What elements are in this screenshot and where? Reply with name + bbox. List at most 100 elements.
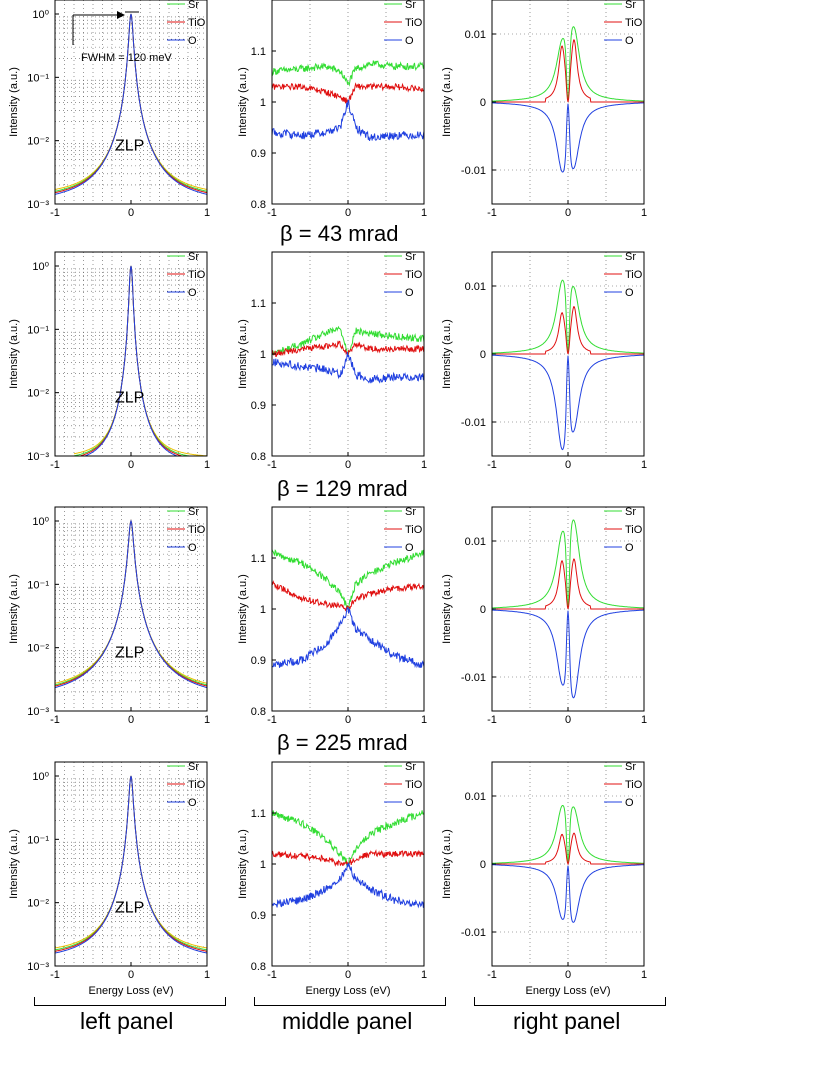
legend-label-o: O xyxy=(625,542,634,554)
legend-label-sr: Sr xyxy=(625,251,636,263)
legend-label-tio: TiO xyxy=(625,779,643,791)
panel-right-row-0: -1 0 1 -0.01 0 0.01 Intensity (a.u.) Sr TiO O xyxy=(441,0,647,219)
ticks xyxy=(54,265,208,457)
legend-label-tio: TiO xyxy=(188,17,206,29)
zlp-label: ZLP xyxy=(115,644,144,661)
x-tick-label: -1 xyxy=(487,969,497,981)
series-tio-line xyxy=(492,39,644,103)
legend-label-o: O xyxy=(188,797,197,809)
series-group xyxy=(55,13,207,195)
x-tick-label: -1 xyxy=(267,969,277,981)
legend-label-tio: TiO xyxy=(188,524,206,536)
legend-label-o: O xyxy=(405,35,414,47)
gridlines xyxy=(55,762,207,966)
legend-label-tio: TiO xyxy=(405,269,423,281)
y-tick-label: 10⁻³ xyxy=(27,199,49,211)
y-tick-label: -0.01 xyxy=(461,165,486,177)
legend-label-sr: Sr xyxy=(188,761,199,773)
x-tick-label: -1 xyxy=(267,207,277,219)
axes-frame xyxy=(54,506,208,712)
x-tick-label: 1 xyxy=(641,207,647,219)
series-tio-line xyxy=(492,306,644,355)
y-tick-label: -0.01 xyxy=(461,927,486,939)
zlp-label: ZLP xyxy=(115,389,144,406)
series-o-line xyxy=(272,862,424,909)
x-tick-label: 0 xyxy=(128,459,134,471)
panel-left-row-3: ZLP -1 0 1 10⁻³ 10⁻² 10⁻¹ 10⁰ Intensity (a.u.) En… xyxy=(8,761,210,997)
series-o-line xyxy=(492,354,644,451)
y-tick-label: 0.9 xyxy=(251,400,266,412)
zlp-label: ZLP xyxy=(115,137,144,154)
y-tick-label: 0.8 xyxy=(251,706,266,718)
fwhm-arrow-head xyxy=(117,11,125,19)
y-tick-label: 0 xyxy=(480,97,486,109)
y-tick-label: 1 xyxy=(260,97,266,109)
x-tick-label: 0 xyxy=(345,714,351,726)
series-group xyxy=(55,519,207,689)
legend-label-sr: Sr xyxy=(625,0,636,11)
x-axis-label: Energy Loss (eV) xyxy=(306,985,391,997)
legend-label-o: O xyxy=(188,35,197,47)
y-tick-label: 0.01 xyxy=(465,536,486,548)
y-tick-label: 0.9 xyxy=(251,910,266,922)
y-tick-label: 10⁻³ xyxy=(27,451,49,463)
panel-right-row-1: -1 0 1 -0.01 0 0.01 Intensity (a.u.) Sr TiO O xyxy=(441,251,647,471)
panel-left-row-2: ZLP -1 0 1 10⁻³ 10⁻² 10⁻¹ 10⁰ Intensity (a.u.) Sr… xyxy=(8,506,210,726)
y-tick-label: 0.01 xyxy=(465,281,486,293)
legend: Sr TiO O xyxy=(604,761,643,809)
legend-label-sr: Sr xyxy=(405,506,416,518)
series-o-line xyxy=(492,609,644,699)
series-group xyxy=(272,810,424,909)
y-axis-label: Intensity (a.u.) xyxy=(441,67,453,137)
y-tick-label: 10⁻² xyxy=(27,388,49,400)
legend: Sr TiO O xyxy=(384,251,423,299)
ticks xyxy=(491,285,645,456)
right-panel-bracket xyxy=(474,997,666,1006)
middle-panel-label: middle panel xyxy=(282,1008,413,1034)
legend-label-tio: TiO xyxy=(188,269,206,281)
series-group xyxy=(272,549,424,669)
zlp-label: ZLP xyxy=(115,899,144,916)
y-tick-label: 10⁰ xyxy=(32,516,49,528)
x-tick-label: 0 xyxy=(128,207,134,219)
y-tick-label: 10⁰ xyxy=(32,261,49,273)
beta-title-225: β = 225 mrad xyxy=(277,730,408,755)
y-tick-label: 10⁻¹ xyxy=(27,579,49,591)
series-group xyxy=(272,60,424,141)
legend-label-sr: Sr xyxy=(405,251,416,263)
legend-label-sr: Sr xyxy=(405,0,416,11)
y-axis-label: Intensity (a.u.) xyxy=(237,67,249,137)
series-tio-line xyxy=(272,580,424,612)
series-o-line xyxy=(272,99,424,141)
series-o-line xyxy=(55,13,207,195)
y-tick-label: 10⁻¹ xyxy=(27,324,49,336)
series-o-line xyxy=(83,265,179,456)
series-group xyxy=(492,279,644,451)
y-tick-label: 1 xyxy=(260,349,266,361)
series-sr-line xyxy=(272,60,424,87)
x-tick-label: -1 xyxy=(267,714,277,726)
y-tick-label: 10⁻¹ xyxy=(27,72,49,84)
series-o-line xyxy=(272,607,424,669)
legend-label-o: O xyxy=(625,35,634,47)
y-tick-label: 10⁻² xyxy=(27,643,49,655)
legend: Sr TiO O xyxy=(167,251,206,299)
legend: Sr TiO O xyxy=(384,506,423,554)
legend: Sr TiO O xyxy=(604,0,643,47)
x-axis-label: Energy Loss (eV) xyxy=(526,985,611,997)
x-tick-label: -1 xyxy=(487,207,497,219)
x-tick-label: 0 xyxy=(565,459,571,471)
x-tick-label: 1 xyxy=(421,969,427,981)
panel-left-row-1: ZLP -1 0 1 10⁻³ 10⁻² 10⁻¹ 10⁰ Intensity (a.u.) Sr… xyxy=(8,251,210,471)
series-tio-line xyxy=(492,832,644,866)
legend: Sr TiO O xyxy=(604,251,643,299)
series-o-line xyxy=(272,351,424,384)
x-tick-label: 1 xyxy=(204,459,210,471)
y-tick-label: 10⁻³ xyxy=(27,706,49,718)
series-group xyxy=(492,519,644,699)
legend-label-o: O xyxy=(625,287,634,299)
axes-frame xyxy=(54,251,208,457)
y-axis-label: Intensity (a.u.) xyxy=(8,67,20,137)
